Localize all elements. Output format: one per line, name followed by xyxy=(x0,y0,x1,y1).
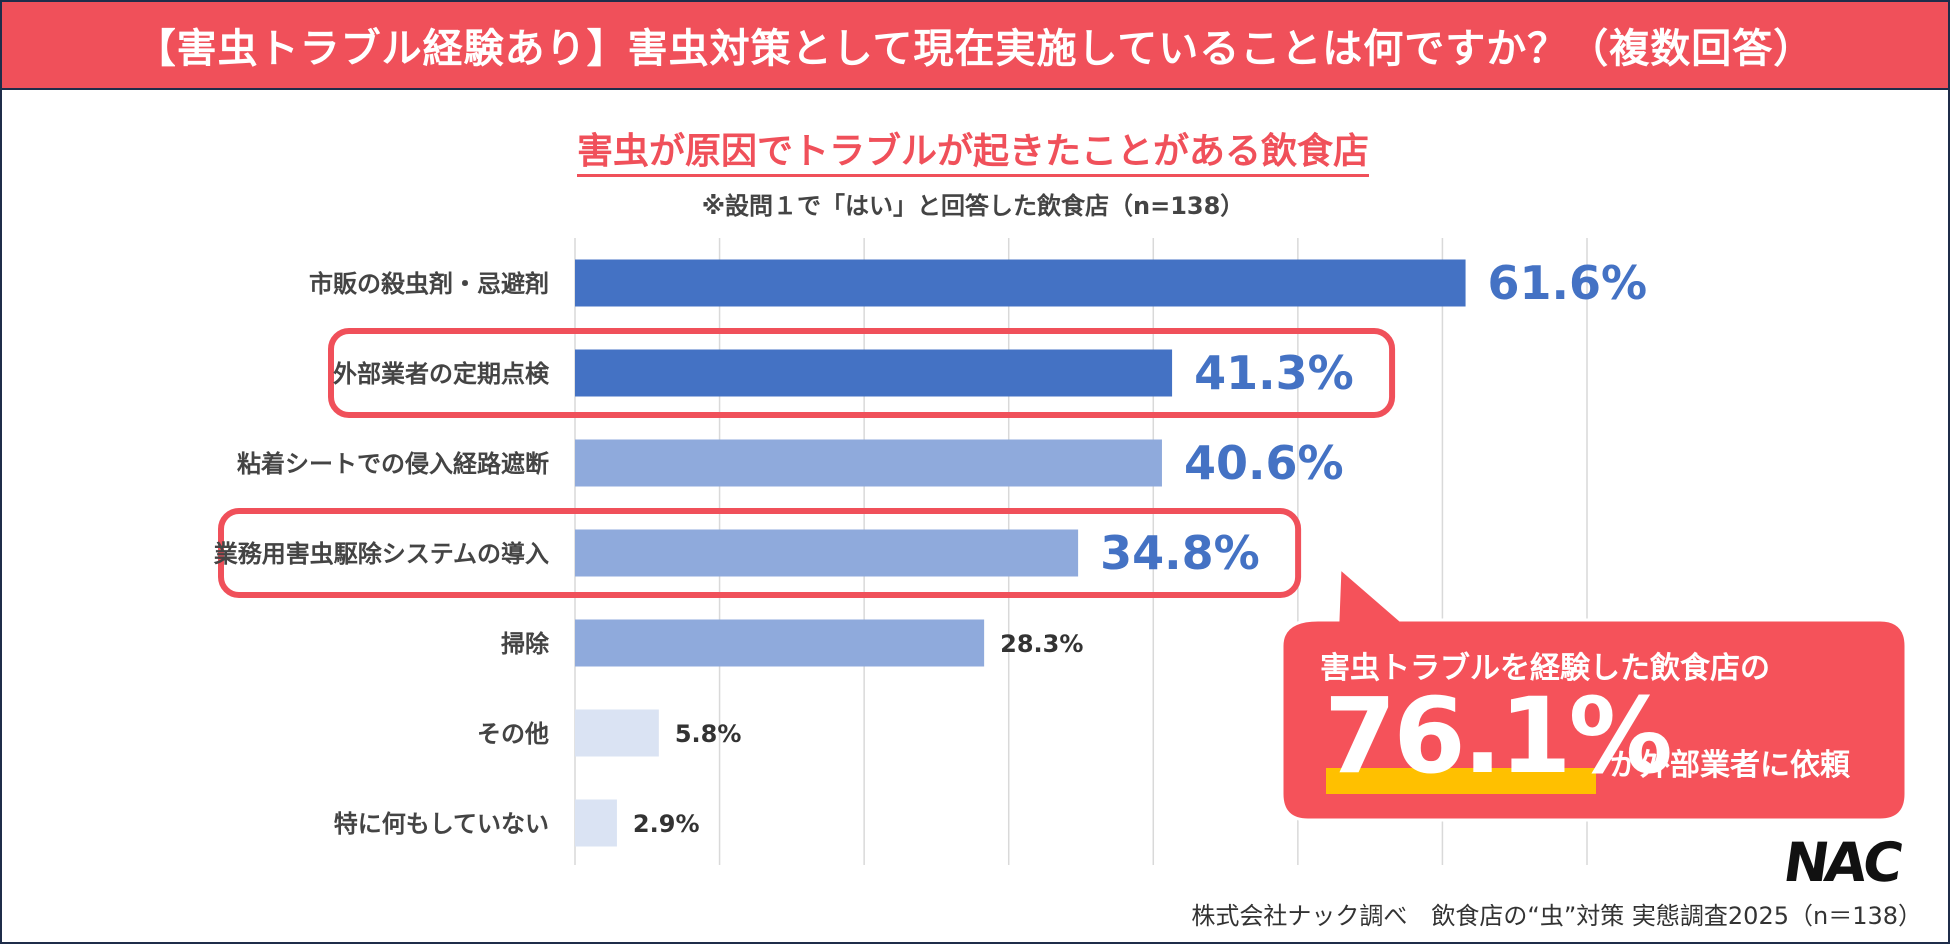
value-label: 2.9% xyxy=(633,810,700,838)
bar xyxy=(575,709,659,757)
callout-bubble xyxy=(1280,564,1908,822)
highlight-box xyxy=(328,328,1396,418)
callout-bubble-shape xyxy=(1280,564,1908,822)
page-title: 【害虫トラブル経験あり】害虫対策として現在実施していることは何ですか？（複数回答… xyxy=(2,2,1948,90)
bar xyxy=(575,259,1466,307)
value-label: 34.8% xyxy=(1100,526,1260,580)
category-label: 掃除 xyxy=(501,630,550,658)
chart-subtitle: ※設問１で「はい」と回答した飲食店（n=138） xyxy=(701,192,1245,220)
highlight-box xyxy=(218,508,1302,598)
value-label: 40.6% xyxy=(1184,436,1344,490)
value-label: 61.6% xyxy=(1488,256,1648,310)
category-label: 外部業者の定期点検 xyxy=(333,360,550,388)
category-label: 粘着シートでの侵入経路遮断 xyxy=(237,450,549,478)
callout-line1: 害虫トラブルを経験した飲食店の xyxy=(1320,651,1770,686)
bar xyxy=(575,799,617,847)
callout-line3: が外部業者に依頼 xyxy=(1610,748,1850,783)
category-label: 市販の殺虫剤・忌避剤 xyxy=(309,270,549,298)
value-label: 28.3% xyxy=(1000,630,1083,658)
value-labels: 61.6% 41.3% 40.6% 34.8% 28.3% 5.8% 2.9% xyxy=(633,256,1647,838)
bar xyxy=(575,349,1173,397)
bars xyxy=(575,259,1466,847)
bar xyxy=(575,439,1162,487)
callout-big-value: 76.1% xyxy=(1324,675,1673,797)
chart-title: 害虫が原因でトラブルが起きたことがある飲食店 xyxy=(0,122,1946,177)
footer-source: 株式会社ナック調べ 飲食店の“虫”対策 実態調査2025（n＝138） xyxy=(1191,902,1922,930)
callout-underline xyxy=(1326,768,1596,794)
chart-title-text: 害虫が原因でトラブルが起きたことがある飲食店 xyxy=(576,131,1369,177)
category-label: 特に何もしていない xyxy=(334,810,549,838)
value-label: 5.8% xyxy=(675,720,742,748)
company-logo: NAC xyxy=(1779,831,1904,894)
category-label: その他 xyxy=(477,720,549,748)
bar xyxy=(575,619,985,667)
category-label: 業務用害虫駆除システムの導入 xyxy=(214,540,549,568)
highlight-boxes xyxy=(218,328,1396,598)
value-label: 41.3% xyxy=(1194,346,1354,400)
category-labels: 市販の殺虫剤・忌避剤外部業者の定期点検粘着シートでの侵入経路遮断業務用害虫駆除シ… xyxy=(214,270,550,838)
bar xyxy=(575,529,1079,577)
